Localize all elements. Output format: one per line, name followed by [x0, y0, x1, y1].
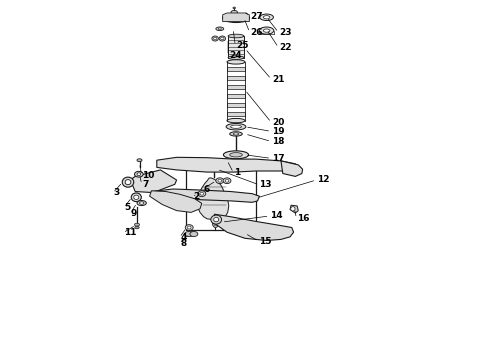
Text: 26: 26 — [250, 28, 263, 37]
Ellipse shape — [134, 171, 143, 177]
Ellipse shape — [216, 178, 224, 184]
Ellipse shape — [214, 222, 217, 226]
Ellipse shape — [263, 29, 270, 32]
Text: 27: 27 — [250, 12, 263, 21]
Ellipse shape — [230, 153, 242, 157]
Polygon shape — [151, 189, 259, 202]
Text: 17: 17 — [272, 154, 285, 163]
Bar — [228, 36, 244, 58]
Text: 5: 5 — [124, 203, 131, 212]
Text: 6: 6 — [204, 184, 210, 194]
Polygon shape — [222, 13, 249, 22]
Ellipse shape — [231, 16, 242, 20]
Ellipse shape — [260, 14, 273, 21]
Text: 11: 11 — [123, 229, 136, 238]
Polygon shape — [290, 205, 298, 213]
Polygon shape — [227, 103, 245, 107]
Ellipse shape — [218, 28, 221, 30]
Ellipse shape — [211, 215, 221, 224]
Ellipse shape — [185, 225, 193, 230]
Ellipse shape — [263, 15, 270, 19]
Text: 4: 4 — [180, 233, 187, 242]
Ellipse shape — [137, 201, 147, 206]
Polygon shape — [149, 191, 202, 212]
Ellipse shape — [259, 27, 274, 34]
Bar — [186, 167, 256, 230]
Polygon shape — [132, 170, 176, 193]
Ellipse shape — [231, 125, 242, 129]
Ellipse shape — [291, 207, 295, 211]
Text: 10: 10 — [143, 171, 155, 180]
Text: 22: 22 — [279, 43, 292, 52]
Text: 16: 16 — [297, 214, 310, 223]
Ellipse shape — [125, 180, 131, 185]
Polygon shape — [281, 161, 303, 176]
Ellipse shape — [230, 132, 242, 136]
Ellipse shape — [227, 118, 245, 123]
Ellipse shape — [214, 217, 219, 222]
Ellipse shape — [233, 7, 236, 9]
Ellipse shape — [213, 220, 219, 228]
Text: 15: 15 — [259, 237, 272, 246]
Ellipse shape — [228, 56, 244, 59]
Ellipse shape — [223, 151, 248, 159]
Text: 23: 23 — [279, 28, 292, 37]
Ellipse shape — [231, 10, 238, 14]
Ellipse shape — [220, 37, 224, 40]
Ellipse shape — [134, 223, 140, 226]
Ellipse shape — [190, 231, 198, 237]
Text: 7: 7 — [143, 180, 149, 189]
Text: 21: 21 — [272, 75, 285, 84]
Ellipse shape — [227, 60, 245, 64]
Text: 8: 8 — [180, 239, 187, 248]
Ellipse shape — [134, 195, 139, 199]
Text: 18: 18 — [272, 137, 285, 146]
Ellipse shape — [225, 179, 229, 182]
Text: 9: 9 — [131, 209, 137, 218]
Polygon shape — [196, 178, 229, 220]
Ellipse shape — [228, 34, 244, 38]
Ellipse shape — [140, 202, 144, 204]
Ellipse shape — [212, 36, 219, 41]
Ellipse shape — [216, 27, 224, 31]
Ellipse shape — [137, 159, 142, 162]
Ellipse shape — [218, 179, 221, 182]
Text: 19: 19 — [272, 127, 285, 136]
Ellipse shape — [187, 226, 191, 229]
Text: 2: 2 — [193, 192, 199, 201]
Ellipse shape — [200, 192, 204, 195]
Text: 14: 14 — [270, 211, 283, 220]
Text: 20: 20 — [272, 118, 284, 127]
Polygon shape — [227, 67, 245, 71]
Ellipse shape — [233, 133, 239, 135]
Ellipse shape — [222, 13, 249, 22]
Ellipse shape — [185, 231, 194, 237]
Ellipse shape — [211, 167, 218, 171]
Text: 24: 24 — [229, 51, 242, 60]
Ellipse shape — [122, 177, 134, 187]
Polygon shape — [227, 85, 245, 89]
Text: 13: 13 — [259, 180, 272, 189]
Ellipse shape — [223, 178, 231, 184]
Polygon shape — [227, 112, 245, 116]
Text: 12: 12 — [317, 175, 329, 184]
Ellipse shape — [198, 191, 206, 197]
Text: 1: 1 — [234, 168, 241, 177]
Text: 3: 3 — [114, 188, 120, 197]
Polygon shape — [227, 94, 245, 98]
Ellipse shape — [226, 123, 246, 130]
Ellipse shape — [219, 36, 225, 41]
Ellipse shape — [135, 226, 139, 229]
Ellipse shape — [131, 193, 141, 202]
Text: 25: 25 — [236, 41, 248, 50]
Polygon shape — [215, 214, 294, 240]
Polygon shape — [157, 157, 295, 172]
Ellipse shape — [214, 37, 217, 40]
Polygon shape — [227, 76, 245, 80]
Ellipse shape — [137, 173, 141, 176]
